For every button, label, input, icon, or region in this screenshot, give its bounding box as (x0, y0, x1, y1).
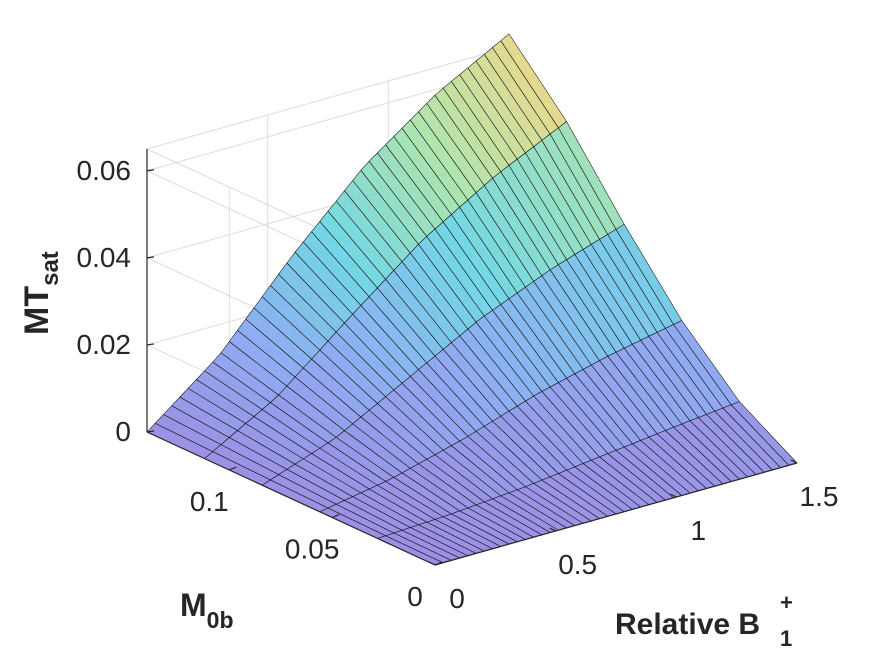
z-axis-label-sub: sat (37, 251, 64, 286)
x-axis-label: Relative B + 1 (615, 590, 793, 651)
x-tick-label: 1.5 (800, 481, 839, 512)
y-axis-label: M0b (180, 587, 234, 633)
x-axis-label-sub: 1 (780, 626, 792, 651)
z-tick-label: 0.04 (77, 242, 132, 273)
y-tick-mark (331, 513, 340, 519)
y-axis-label-main: M (180, 587, 207, 623)
surface (146, 33, 798, 566)
z-tick-label: 0 (115, 416, 131, 447)
x-tick-label: 0 (449, 583, 465, 614)
y-tick-mark (229, 466, 237, 471)
tick-labels: 0 0.02 0.04 0.06 0 0.5 1 1.5 0 0.05 0.1 (77, 155, 839, 614)
x-axis-label-main: Relative B (615, 608, 760, 641)
grid-line (146, 46, 510, 150)
x-axis-line (434, 462, 798, 566)
x-axis-label-sup: + (780, 590, 793, 615)
y-tick-mark (434, 561, 443, 566)
z-tick-mark (146, 430, 155, 433)
z-tick-label: 0.02 (77, 329, 132, 360)
x-tick-label: 1 (691, 515, 707, 546)
x-tick-mark (549, 527, 556, 532)
x-tick-mark (670, 493, 677, 498)
y-tick-label: 0.05 (285, 534, 340, 565)
z-tick-label: 0.06 (77, 155, 132, 186)
y-tick-label: 0 (407, 581, 423, 612)
z-axis-label-main: MT (18, 286, 56, 335)
x-tick-mark (790, 459, 798, 464)
z-tick-mark (146, 256, 155, 259)
z-tick-mark (146, 169, 155, 172)
z-axis-label: MTsat (18, 251, 64, 335)
y-axis-label-sub: 0b (207, 607, 234, 633)
x-tick-label: 0.5 (558, 549, 597, 580)
y-tick-label: 0.1 (190, 486, 229, 517)
axes (146, 149, 798, 566)
x-tick-mark (428, 561, 436, 566)
y-axis-line (146, 431, 436, 566)
z-tick-mark (146, 343, 155, 346)
